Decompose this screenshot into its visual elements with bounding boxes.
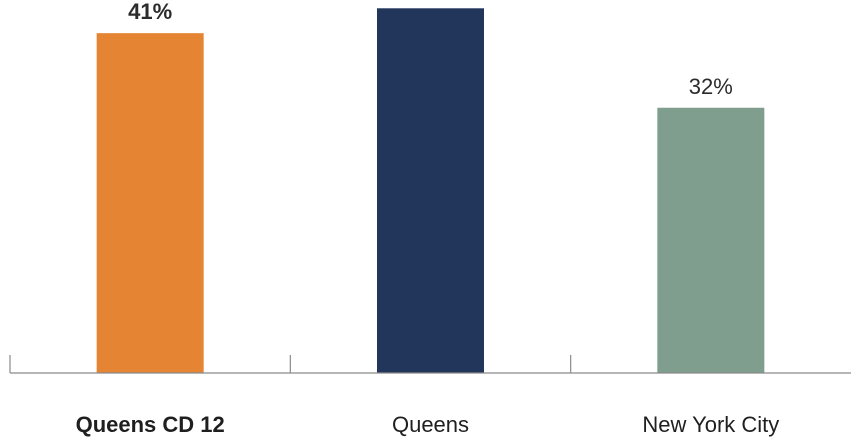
value-label-queens-cd-12: 41%: [128, 0, 172, 24]
bar-queens-cd-12: [96, 33, 204, 374]
category-label-new-york-city: New York City: [642, 412, 779, 437]
category-labels-group: Queens CD 12 Queens New York City: [76, 412, 780, 437]
value-label-new-york-city: 32%: [689, 74, 733, 99]
category-label-queens: Queens: [392, 412, 469, 437]
bars-group: [96, 8, 765, 374]
value-labels-group: 41%44%32%: [128, 0, 733, 99]
bar-new-york-city: [657, 107, 765, 373]
bar-queens: [377, 8, 484, 374]
x-axis: [9, 355, 851, 374]
category-label-queens-cd-12: Queens CD 12: [76, 412, 225, 437]
